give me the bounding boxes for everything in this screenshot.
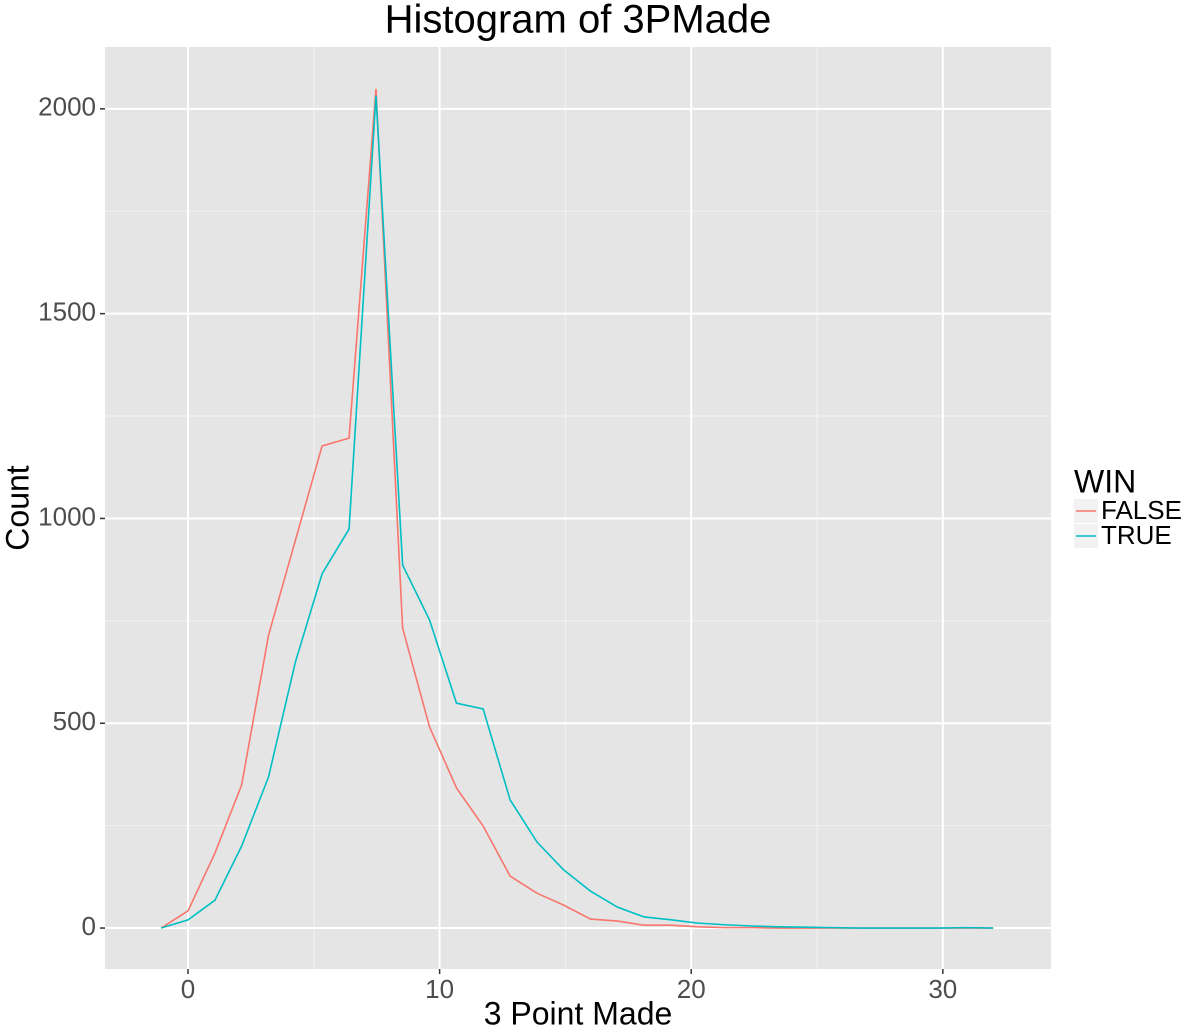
legend-label: TRUE (1101, 520, 1172, 550)
x-tick-label: 30 (928, 974, 957, 1004)
lines (160, 88, 994, 929)
y-tick-label: 1500 (38, 297, 96, 327)
legend-title: WIN (1074, 463, 1136, 499)
series-line (160, 95, 994, 929)
y-tick-label: 0 (82, 911, 96, 941)
y-axis-label: Count (0, 465, 35, 551)
legend-label: FALSE (1101, 495, 1182, 525)
y-tick-label: 1000 (38, 501, 96, 531)
panel (105, 47, 1051, 969)
x-axis-label: 3 Point Made (484, 995, 673, 1031)
chart-title: Histogram of 3PMade (385, 0, 772, 42)
x-tick-label: 0 (181, 974, 195, 1004)
y-tick-label: 500 (53, 706, 96, 736)
grid (105, 47, 1051, 969)
x-tick-label: 10 (425, 974, 454, 1004)
x-tick-label: 20 (677, 974, 706, 1004)
y-tick-label: 2000 (38, 92, 96, 122)
